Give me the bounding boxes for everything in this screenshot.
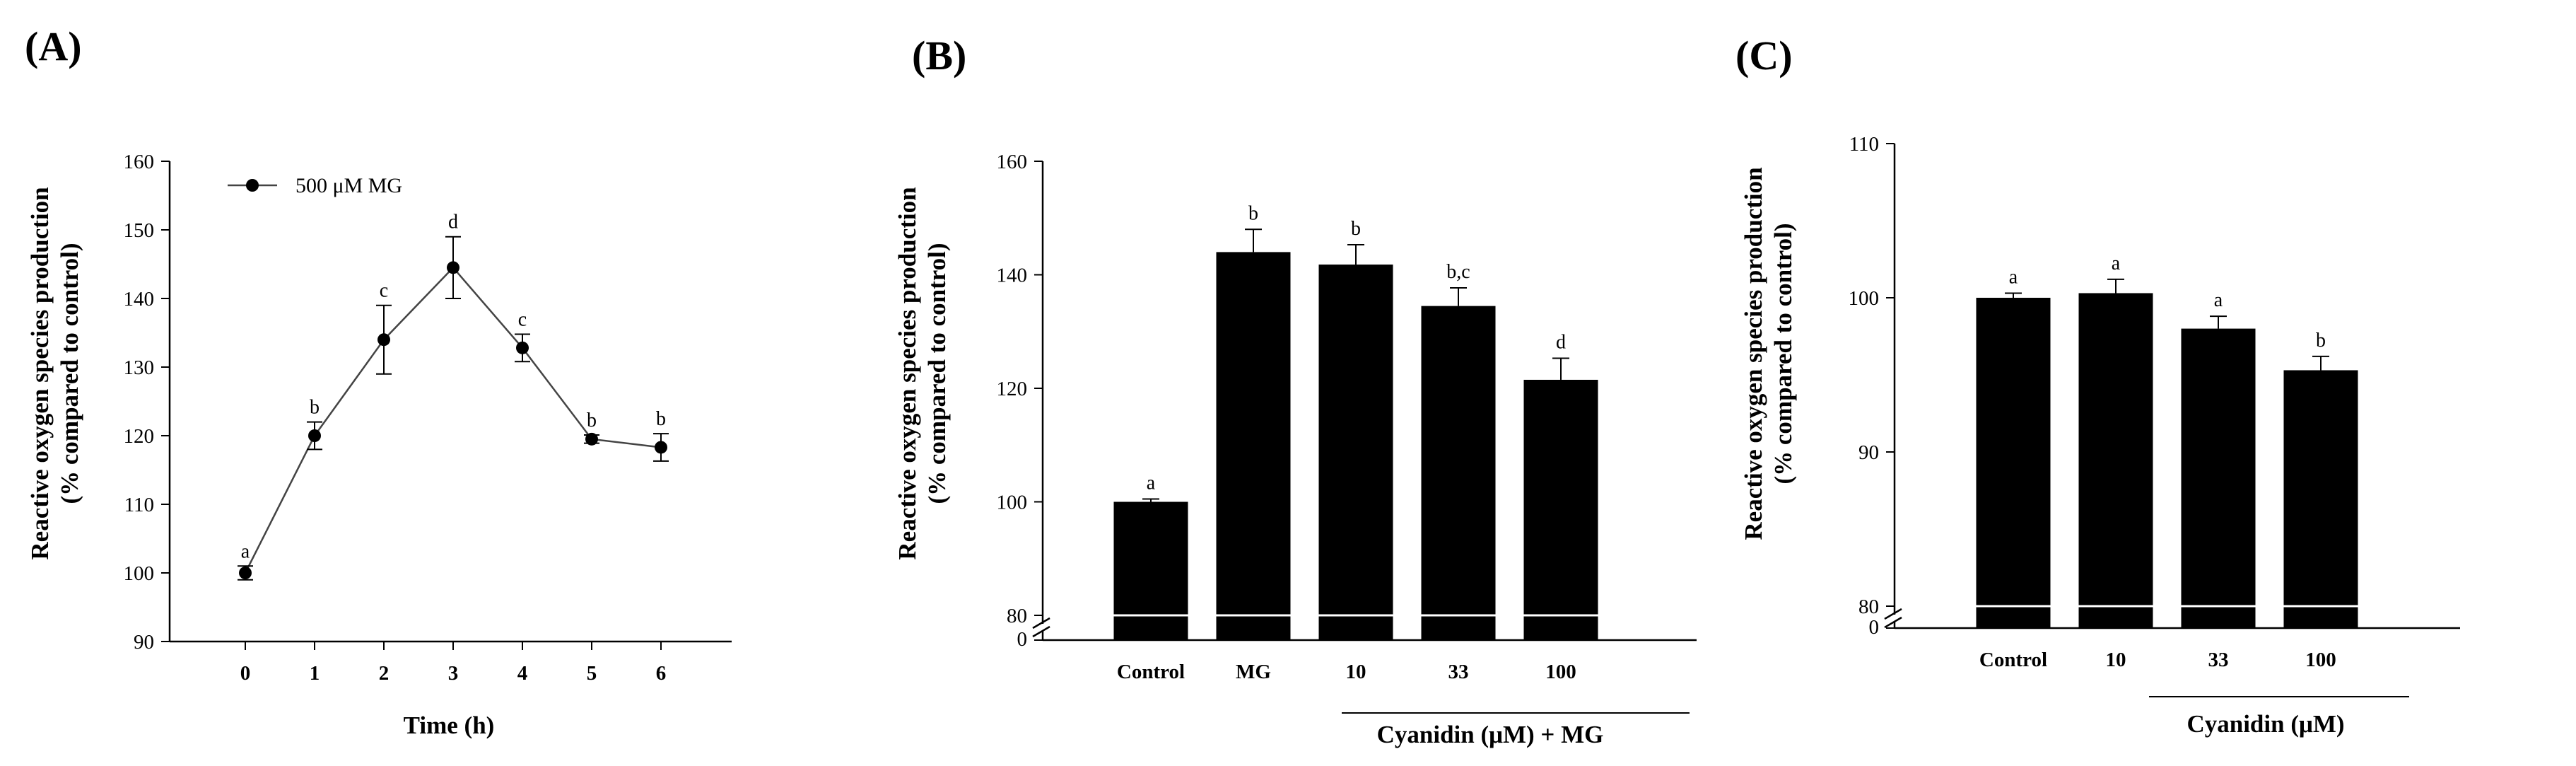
panel-c-y-tick-label: 80	[1858, 596, 1879, 618]
panel-b-y-tick-label: 160	[997, 151, 1028, 173]
panel-a-ylabel-line1: Reactive oxygen species production	[26, 187, 54, 559]
panel-c-significance-label: a	[2112, 253, 2121, 274]
panel-a-legend-label: 500 μM MG	[295, 174, 402, 197]
panel-a-plot: 90 100 110 120 130 140 150 160 0 1 2 3 4 5 6 a b c d c b b 500…	[124, 151, 732, 685]
panel-a-y-tick-label: 110	[124, 494, 154, 516]
panel-b: (B) Reactive oxygen species production (…	[894, 33, 1697, 748]
panel-b-x-tick-label: 100	[1545, 661, 1576, 683]
panel-a-y-tick-label: 100	[124, 562, 155, 585]
panel-a-data-point	[239, 567, 252, 579]
panel-a-significance-label: d	[448, 211, 458, 233]
panel-b-x-tick-label: MG	[1236, 661, 1271, 683]
panel-a-x-tick-label: 1	[310, 662, 320, 685]
panel-c-significance-label: b	[2316, 330, 2326, 352]
panel-b-y-tick-label: 100	[997, 492, 1028, 514]
panel-b-significance-label: b	[1248, 202, 1258, 224]
panel-c-y-tick-label: 110	[1849, 133, 1879, 156]
panel-c-xlabel: Cyanidin (μM)	[2186, 710, 2344, 738]
panel-c-ylabel-line2: (% compared to control)	[1769, 223, 1797, 484]
panel-a-data-point	[377, 333, 390, 347]
panel-a-x-tick-label: 3	[448, 662, 459, 685]
panel-c-x-tick-label: Control	[1979, 649, 2047, 671]
panel-a-y-tick-label: 120	[124, 425, 155, 448]
panel-c-bar	[1976, 298, 2051, 628]
panel-a-y-tick-label: 150	[124, 219, 155, 242]
panel-a-data-point	[308, 429, 321, 442]
panel-c-significance-label: a	[2214, 289, 2223, 311]
panel-c-axis-break-mark	[1884, 616, 1902, 629]
panel-b-significance-label: b	[1351, 218, 1361, 240]
panel-a-data-point	[447, 261, 459, 274]
panel-b-y-tick-label: 140	[997, 265, 1028, 287]
panel-a-y-tick-label: 160	[124, 151, 155, 173]
panel-c-bar	[2078, 293, 2153, 628]
panel-c-bar	[2181, 328, 2256, 628]
panel-b-label: (B)	[912, 33, 966, 79]
panel-a-y-tick-label: 90	[134, 631, 154, 654]
panel-b-y-tick-label: 120	[997, 378, 1028, 400]
panel-b-ylabel-line1: Reactive oxygen species production	[894, 187, 921, 559]
panel-a-significance-label: b	[310, 397, 320, 419]
panel-c-y-tick-label: 100	[1849, 287, 1880, 310]
panel-a-data-point	[655, 441, 667, 454]
panel-b-significance-label: a	[1147, 472, 1156, 494]
panel-c-ylabel-line1: Reactive oxygen species production	[1740, 167, 1767, 540]
panel-b-ylabel-line2: (% compared to control)	[923, 243, 951, 504]
panel-c: (C) Reactive oxygen species production (…	[1735, 33, 2460, 738]
panel-b-significance-label: b,c	[1446, 261, 1470, 283]
panel-a-significance-label: a	[241, 540, 250, 562]
panel-c-y-tick-label-zero: 0	[1869, 616, 1880, 639]
panel-c-label: (C)	[1735, 33, 1793, 79]
panel-a-x-tick-label: 2	[379, 662, 390, 685]
panel-a-y-tick-label: 130	[124, 356, 155, 379]
panel-a-significance-label: b	[656, 408, 666, 430]
panel-a-ylabel-line2: (% compared to control)	[56, 243, 83, 504]
panel-a-significance-label: c	[518, 308, 527, 330]
panel-a-y-tick-label: 140	[124, 288, 155, 311]
panel-b-significance-label: d	[1556, 331, 1566, 353]
panel-b-plot: 80 100 120 140 160 0 a Control b MG b 10 b,c 33 d 100	[997, 151, 1697, 714]
panel-c-y-tick-label: 90	[1858, 441, 1879, 464]
panel-a: (A) Reactive oxygen species production (…	[25, 23, 732, 739]
panel-a-x-tick-label: 5	[587, 662, 597, 685]
panel-b-y-tick-label: 80	[1007, 605, 1027, 627]
panel-c-axis-break-mark	[1884, 608, 1902, 620]
panel-b-xlabel: Cyanidin (μM) + MG	[1377, 721, 1604, 748]
panel-a-legend-marker	[246, 179, 259, 192]
panel-b-bar	[1523, 379, 1598, 640]
panel-a-series-line	[244, 266, 662, 574]
panel-c-plot: 80 90 100 110 0 a Control a 10 a 33 b 100	[1849, 133, 2460, 697]
panel-c-bar	[2283, 370, 2358, 628]
panel-a-data-point	[516, 341, 529, 354]
panel-a-data-point	[585, 432, 598, 446]
panel-b-bar	[1216, 252, 1291, 640]
panel-b-y-tick-label-zero: 0	[1017, 628, 1028, 651]
panel-b-bar	[1113, 501, 1188, 640]
panel-b-x-tick-label: 33	[1448, 661, 1469, 683]
panel-a-x-tick-label: 4	[517, 662, 528, 685]
panel-b-x-tick-label: 10	[1346, 661, 1366, 683]
panel-c-significance-label: a	[2009, 266, 2018, 288]
panel-c-x-tick-label: 33	[2208, 649, 2229, 671]
panel-b-axis-break-mark	[1032, 617, 1050, 629]
panel-b-bar	[1318, 265, 1393, 640]
panel-b-x-tick-label: Control	[1117, 661, 1185, 683]
panel-c-x-tick-label: 10	[2106, 649, 2126, 671]
panel-a-x-tick-label: 6	[656, 662, 667, 685]
panel-b-bar	[1421, 306, 1496, 640]
panel-a-x-tick-label: 0	[240, 662, 251, 685]
panel-a-significance-label: c	[380, 280, 388, 302]
panel-a-xlabel: Time (h)	[404, 712, 495, 739]
panel-b-axis-break-mark	[1032, 625, 1050, 638]
panel-c-x-tick-label: 100	[2305, 649, 2336, 671]
panel-a-significance-label: b	[587, 410, 597, 431]
panel-a-label: (A)	[25, 23, 82, 69]
